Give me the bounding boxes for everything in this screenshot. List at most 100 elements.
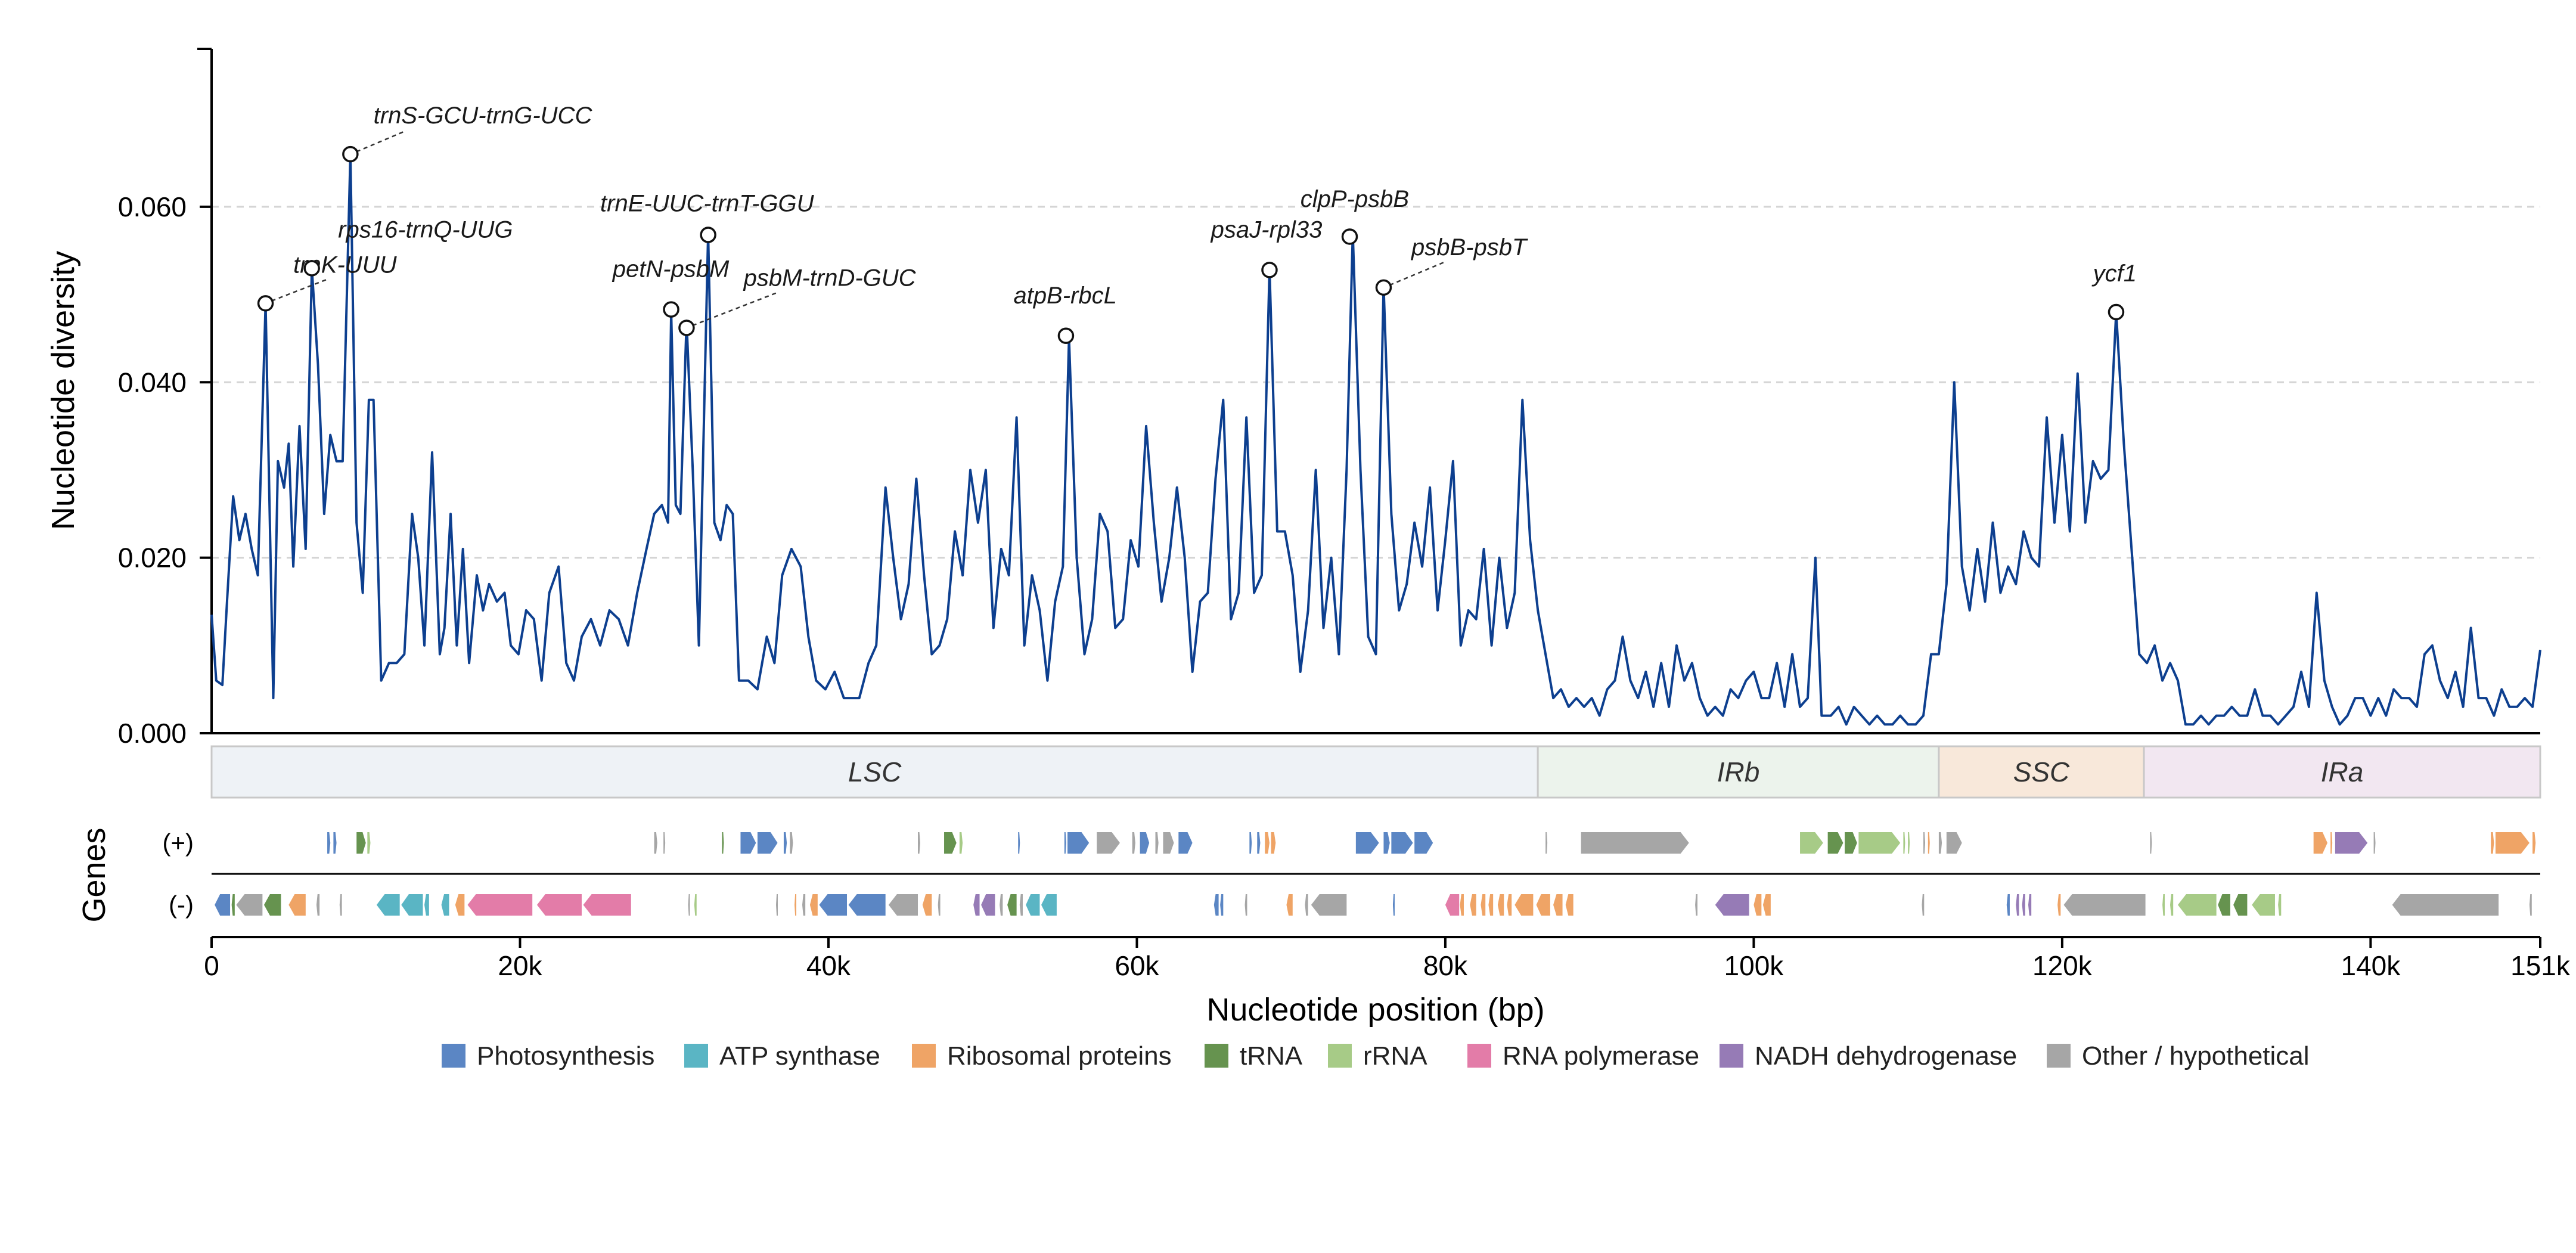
hotspot-label: psbM-trnD-GUC	[743, 265, 917, 291]
hotspot-label: rps16-trnQ-UUG	[338, 216, 513, 243]
gene-minus-other	[236, 894, 263, 916]
gene-plus-trna	[356, 832, 366, 854]
x-tick-label: 140k	[2341, 950, 2401, 981]
hotspot-marker	[1057, 327, 1075, 345]
gene-minus-rnap	[583, 894, 631, 916]
gene-plus-other	[790, 832, 793, 854]
gene-minus-ribo	[455, 894, 465, 916]
legend-entry-label: Ribosomal proteins	[947, 1041, 1172, 1071]
gene-minus-other	[1695, 894, 1697, 916]
gene-minus-rrna	[2177, 894, 2217, 916]
gene-plus-photo	[1257, 832, 1261, 854]
gene-minus-trna	[231, 894, 235, 916]
x-tick-label: 120k	[2032, 950, 2093, 981]
strand-plus-label: (+)	[163, 829, 194, 857]
region-label: SSC	[2013, 756, 2070, 787]
gene-minus-ribo	[1470, 894, 1476, 916]
y-tick-label: 0.020	[118, 542, 187, 573]
gene-plus-photo	[333, 832, 337, 854]
legend-swatch-other	[2047, 1044, 2071, 1068]
gene-plus-other	[1155, 832, 1159, 854]
gene-plus-photo	[1140, 832, 1150, 854]
gene-plus-photo	[327, 832, 331, 854]
gene-plus-photo	[1383, 832, 1390, 854]
gene-plus-ribo	[2491, 832, 2494, 854]
gene-minus-ribo	[1481, 894, 1486, 916]
gene-plus-photo	[783, 832, 787, 854]
gene-plus-other	[663, 832, 666, 854]
region-label: IRb	[1717, 756, 1760, 787]
legend-entry-label: ATP synthase	[719, 1041, 880, 1071]
gene-plus-photo	[1067, 832, 1090, 854]
gene-minus-ribo	[1565, 894, 1573, 916]
gene-minus-rnap	[1445, 894, 1460, 916]
gene-plus-photo	[757, 832, 778, 854]
gene-minus-other	[938, 894, 941, 916]
axes-layer: 0.000 0.020 0.040 0.060 0 20k 40k 60k 80k 100k 120…	[118, 48, 2571, 981]
gene-minus-ribo	[1286, 894, 1293, 916]
hotspot-marker	[663, 301, 679, 318]
gene-plus-trna	[944, 832, 957, 854]
x-tick-label: 100k	[1724, 950, 1784, 981]
gene-plus-ribo	[1265, 832, 1270, 854]
region-band-irb	[1537, 745, 1940, 799]
gene-minus-trna	[1007, 894, 1017, 916]
region-band-ira	[2143, 745, 2541, 799]
region-label: LSC	[848, 756, 902, 787]
hotspot-marker	[1375, 279, 1392, 296]
gene-minus-ribo	[1753, 894, 1762, 916]
region-band-ssc	[1938, 745, 2145, 799]
gene-plus-other	[654, 832, 657, 854]
legend-entry-label: tRNA	[1240, 1041, 1303, 1071]
hotspot-label: atpB-rbcL	[1013, 283, 1116, 309]
gene-plus-ribo	[1271, 832, 1276, 854]
x-tick-label: 20k	[498, 950, 542, 981]
gene-plus-trna	[1827, 832, 1843, 854]
gene-plus-trna	[1845, 832, 1857, 854]
legend-swatch-ribo	[912, 1044, 936, 1068]
gene-minus-atp	[424, 894, 429, 916]
gene-minus-ndh	[981, 894, 995, 916]
legend-layer: Photosynthesis ATP synthase Ribosomal prot…	[442, 1041, 2310, 1071]
gene-minus-atp	[441, 894, 449, 916]
gene-minus-atp	[1026, 894, 1040, 916]
gene-minus-ribo	[1514, 894, 1534, 916]
gene-minus-other	[1244, 894, 1247, 916]
gene-minus-ribo	[1497, 894, 1504, 916]
gene-minus-ribo	[1536, 894, 1550, 916]
gene-plus-trna	[722, 832, 724, 854]
x-tick-label: 80k	[1423, 950, 1468, 981]
hotspot-label: trnE-UUC-trnT-GGU	[600, 190, 815, 216]
hotspot-marker	[1341, 228, 1358, 245]
strand-minus-label: (-)	[169, 891, 194, 919]
gene-minus-ribo	[794, 894, 797, 916]
gene-minus-rrna	[2252, 894, 2275, 916]
gene-plus-photo	[1391, 832, 1413, 854]
gene-plus-other	[1923, 832, 1926, 854]
legend-swatch-atp	[684, 1044, 708, 1068]
gene-minus-ribo	[288, 894, 306, 916]
gene-minus-ribo	[1460, 894, 1464, 916]
gene-minus-other	[2063, 894, 2146, 916]
gene-minus-other	[1000, 894, 1003, 916]
y-axis-title: Nucleotide diversity	[45, 251, 81, 530]
hotspot-marker	[700, 227, 716, 243]
gene-minus-other	[1311, 894, 1347, 916]
gene-minus-ndh	[2028, 894, 2032, 916]
gene-minus-other	[1922, 894, 1925, 916]
gene-minus-atp	[1041, 894, 1057, 916]
legend-swatch-rnap	[1467, 1044, 1491, 1068]
gene-plus-other	[1097, 832, 1120, 854]
hotspot-marker	[257, 295, 274, 312]
gene-minus-rnap	[536, 894, 582, 916]
diversity-line-layer	[210, 153, 2541, 726]
gene-plus-other	[1132, 832, 1135, 854]
hotspot-label: psaJ-rpl33	[1211, 216, 1323, 243]
gene-minus-other	[888, 894, 918, 916]
gene-plus-photo	[1355, 832, 1379, 854]
gene-minus-ribo	[1507, 894, 1512, 916]
gene-plus-other	[2150, 832, 2152, 854]
gene-plus-other	[918, 832, 920, 854]
region-band-layer: LSC IRb SSC IRa	[210, 745, 2541, 799]
gene-minus-photo	[819, 894, 848, 916]
